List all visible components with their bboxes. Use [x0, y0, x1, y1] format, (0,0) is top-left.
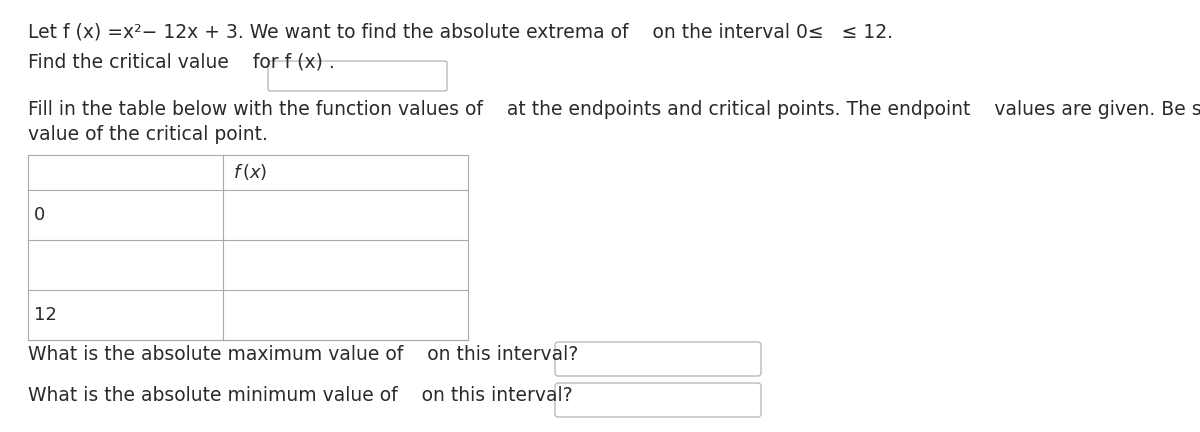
Bar [28, 155, 468, 340]
FancyBboxPatch shape [268, 61, 446, 91]
FancyBboxPatch shape [554, 342, 761, 376]
Text: 12: 12 [34, 306, 56, 324]
Text: $f\,(x)$: $f\,(x)$ [233, 162, 268, 182]
Text: 0: 0 [34, 206, 46, 224]
Text: value of the critical point.: value of the critical point. [28, 125, 268, 144]
Text: Fill in the table below with the function values of    at the endpoints and crit: Fill in the table below with the functio… [28, 100, 1200, 119]
Text: Find the critical value    for f (x) .: Find the critical value for f (x) . [28, 52, 335, 71]
FancyBboxPatch shape [554, 383, 761, 417]
Text: Let f (x) =x²− 12x + 3. We want to find the absolute extrema of    on the interv: Let f (x) =x²− 12x + 3. We want to find … [28, 22, 893, 41]
Text: What is the absolute minimum value of    on this interval?: What is the absolute minimum value of on… [28, 386, 572, 405]
Text: What is the absolute maximum value of    on this interval?: What is the absolute maximum value of on… [28, 345, 578, 364]
